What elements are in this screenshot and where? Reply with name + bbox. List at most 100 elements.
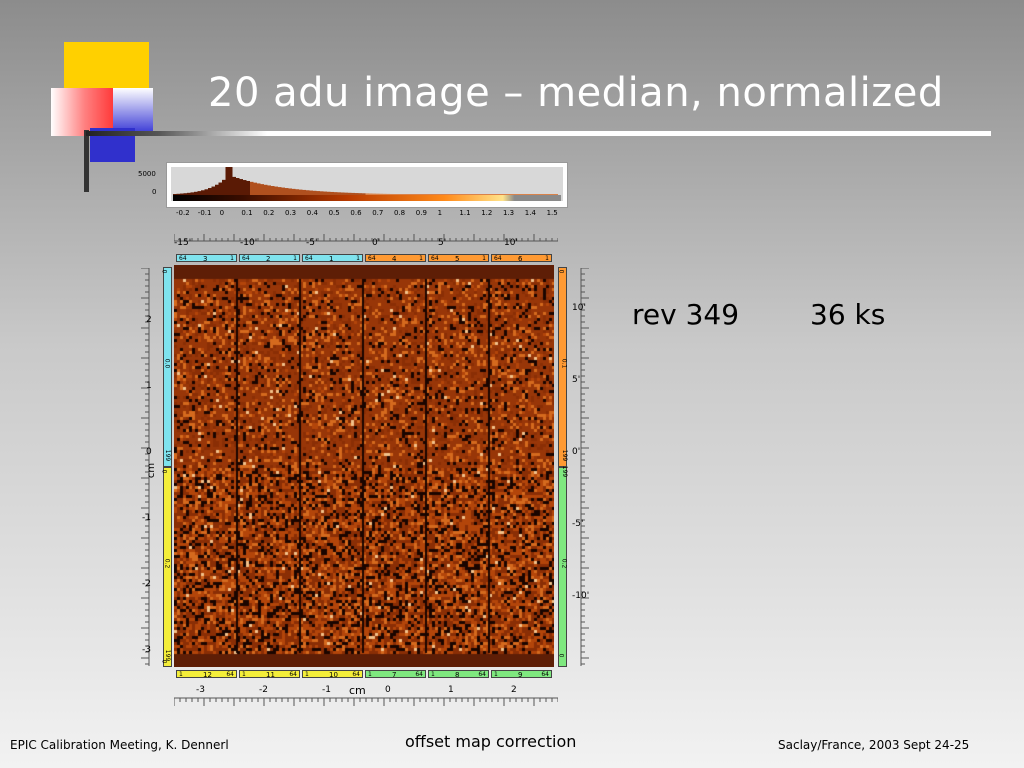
hist-bar bbox=[530, 194, 534, 195]
hist-bar bbox=[264, 184, 268, 195]
hist-bar bbox=[421, 194, 425, 195]
hist-ytick-5000: 5000 bbox=[138, 170, 156, 178]
hist-bar bbox=[537, 194, 541, 195]
hist-bar bbox=[187, 192, 191, 195]
left-axis-label: 0 bbox=[146, 447, 152, 457]
hist-ytick-0: 0 bbox=[152, 188, 157, 196]
hist-bar bbox=[428, 194, 432, 195]
hist-bar bbox=[208, 188, 212, 195]
slide-title: 20 adu image – median, normalized bbox=[208, 70, 944, 116]
hist-bar bbox=[358, 193, 362, 195]
hist-bar bbox=[502, 194, 506, 195]
left-strip-label: 0.0 bbox=[163, 358, 171, 369]
top_ccds-strip: 64 1 1 bbox=[302, 254, 363, 263]
hist-bar bbox=[288, 188, 292, 195]
hist-xtick: 1.4 bbox=[524, 209, 536, 217]
bottom_ccds-strip: 1 8 64 bbox=[428, 670, 489, 679]
offset-map-canvas bbox=[174, 265, 554, 667]
ccd-number: 4 bbox=[392, 255, 397, 263]
left-axis-label: 1 bbox=[146, 381, 152, 391]
hist-bar bbox=[393, 194, 397, 195]
hist-bar bbox=[453, 194, 457, 195]
bottom_ccds-strip: 1 9 64 bbox=[491, 670, 552, 679]
ccd-edge-label: 1 bbox=[305, 671, 309, 678]
hist-bar bbox=[229, 167, 233, 195]
left-strip-label: 0.2 bbox=[163, 558, 171, 569]
hist-bar bbox=[386, 193, 390, 195]
hist-bar bbox=[183, 193, 187, 195]
hist-bar bbox=[299, 189, 303, 195]
right-strip-orange bbox=[558, 267, 567, 467]
hist-bar bbox=[309, 190, 313, 195]
hist-bar bbox=[439, 194, 443, 195]
hist-bar bbox=[544, 194, 548, 195]
hist-xtick: 0.5 bbox=[328, 209, 340, 217]
bottom_ccds-strip: 1 10 64 bbox=[302, 670, 363, 679]
right-axis-line bbox=[580, 268, 589, 666]
hist-bar bbox=[278, 187, 282, 195]
hist-bar bbox=[236, 178, 240, 195]
hist-bar bbox=[257, 183, 261, 195]
hist-xtick: 0.1 bbox=[241, 209, 253, 217]
top-axis-label: 0' bbox=[372, 238, 381, 248]
hist-bar bbox=[344, 192, 348, 195]
hist-bar bbox=[365, 193, 369, 195]
hist-bar bbox=[281, 187, 285, 195]
hist-bar bbox=[488, 194, 492, 195]
hist-bar bbox=[327, 191, 331, 195]
hist-bar bbox=[491, 194, 495, 195]
histogram-panel bbox=[166, 162, 568, 208]
hist-bar bbox=[519, 194, 523, 195]
ccd-number: 3 bbox=[203, 255, 208, 263]
ccd-number: 1 bbox=[329, 255, 334, 263]
hist-bar bbox=[337, 192, 341, 195]
hist-bar bbox=[460, 194, 464, 195]
decor-blue-square bbox=[113, 88, 153, 133]
hist-bar bbox=[498, 194, 502, 195]
ccd-edge-label: 1 bbox=[482, 255, 486, 262]
hist-bar bbox=[505, 194, 509, 195]
hist-bar bbox=[551, 194, 555, 195]
right-strip-label: 0.1 bbox=[560, 358, 568, 369]
hist-xtick: 1.2 bbox=[481, 209, 493, 217]
hist-bar bbox=[173, 194, 177, 195]
hist-bar bbox=[533, 194, 537, 195]
bottom-axis-label: 2 bbox=[511, 685, 517, 695]
bottom-axis-unit: cm bbox=[349, 684, 366, 697]
hist-bar bbox=[463, 194, 467, 195]
hist-bar bbox=[306, 190, 310, 195]
hist-bar bbox=[383, 193, 387, 195]
ccd-edge-label: 1 bbox=[431, 671, 435, 678]
ccd-edge-label: 1 bbox=[230, 255, 234, 262]
bottom_ccds-strip: 1 12 64 bbox=[176, 670, 237, 679]
hist-bar bbox=[512, 194, 516, 195]
hist-bar bbox=[435, 194, 439, 195]
hist-bar bbox=[260, 184, 264, 195]
hist-bar bbox=[253, 182, 257, 195]
hist-bar bbox=[481, 194, 485, 195]
ccd-edge-label: 1 bbox=[494, 671, 498, 678]
right-strip-label: 0 bbox=[557, 269, 565, 274]
bottom-axis-label: 1 bbox=[448, 685, 454, 695]
footer-center: offset map correction bbox=[405, 732, 577, 751]
right-axis-label: 0' bbox=[572, 447, 581, 457]
hist-bar bbox=[467, 194, 471, 195]
offset-map-figure: 5000 0 -0.2 -0.1 0 0.1 0.2 0.3 0.4 0.5 0.6 0.7 0.8… bbox=[130, 160, 610, 710]
ccd-edge-label: 64 bbox=[415, 671, 423, 678]
hist-bar bbox=[225, 167, 229, 195]
hist-bar bbox=[239, 179, 243, 195]
hist-xtick: 0.2 bbox=[263, 209, 275, 217]
histogram-plot bbox=[171, 167, 563, 201]
hist-bar bbox=[250, 181, 254, 195]
right-strip-label: 0 bbox=[557, 653, 565, 658]
ccd-number: 10 bbox=[329, 671, 338, 679]
hist-bar bbox=[355, 193, 359, 195]
left-axis-label: -2 bbox=[142, 579, 151, 589]
right-strip-label: 199 bbox=[561, 465, 569, 478]
top-axis-label: -5' bbox=[306, 238, 318, 248]
hist-bar bbox=[449, 194, 453, 195]
hist-xtick: 1.1 bbox=[459, 209, 471, 217]
ccd-edge-label: 64 bbox=[226, 671, 234, 678]
hist-bar bbox=[320, 191, 324, 195]
left-strip-label: 0 bbox=[160, 469, 168, 474]
